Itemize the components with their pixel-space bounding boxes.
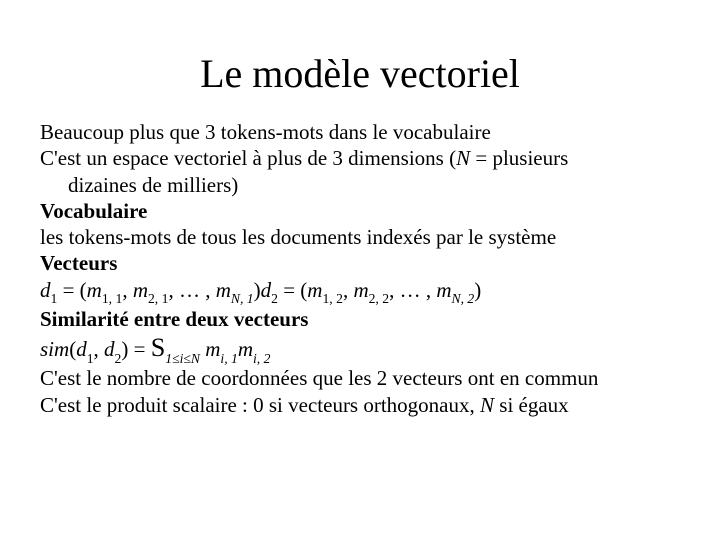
- var-d: d: [40, 278, 51, 302]
- sub: 1, 2: [322, 291, 342, 306]
- var-m: m: [238, 337, 253, 361]
- line-intro-1: Beaucoup plus que 3 tokens-mots dans le …: [40, 119, 680, 145]
- line-intro-2: C'est un espace vectoriel à plus de 3 di…: [40, 145, 680, 171]
- var-m: m: [353, 278, 368, 302]
- var-m: m: [307, 278, 322, 302]
- slide-title: Le modèle vectoriel: [40, 50, 680, 97]
- var-N: N: [456, 146, 470, 170]
- slide: Le modèle vectoriel Beaucoup plus que 3 …: [0, 0, 720, 540]
- sub: 1, 1: [102, 291, 122, 306]
- text: = (: [57, 278, 86, 302]
- slide-body: Beaucoup plus que 3 tokens-mots dans le …: [40, 119, 680, 418]
- text: ): [121, 337, 128, 361]
- similarity-header: Similarité entre deux vecteurs: [40, 306, 680, 332]
- text: C'est le produit scalaire : 0 si vecteur…: [40, 393, 480, 417]
- text: ,: [94, 337, 105, 361]
- text: , … ,: [389, 278, 436, 302]
- var-m: m: [205, 337, 220, 361]
- sub: 1: [87, 351, 94, 366]
- text: = plusieurs: [470, 146, 568, 170]
- text: si égaux: [494, 393, 569, 417]
- var-m: m: [436, 278, 451, 302]
- conclusion-1: C'est le nombre de coordonnées que les 2…: [40, 365, 680, 391]
- text: ,: [122, 278, 133, 302]
- var-m: m: [133, 278, 148, 302]
- text: C'est un espace vectoriel à plus de 3 di…: [40, 146, 456, 170]
- var-m: m: [216, 278, 231, 302]
- text: , … ,: [168, 278, 215, 302]
- sub: 1: [51, 291, 58, 306]
- sub: 2, 2: [369, 291, 389, 306]
- vectors-line: d1 = (m1, 1, m2, 1, … , mN, 1)d2 = (m1, …: [40, 277, 680, 306]
- line-intro-2b: dizaines de milliers): [40, 172, 680, 198]
- var-d: d: [261, 278, 272, 302]
- sub: 2, 1: [148, 291, 168, 306]
- similarity-formula: sim(d1, d2) = ( = S1≤i≤N mi, 1mi, 2: [40, 332, 680, 365]
- var-d: d: [104, 337, 115, 361]
- sub: N, 1: [231, 291, 254, 306]
- text: ): [474, 278, 481, 302]
- sub: N, 2: [452, 291, 475, 306]
- var-N: N: [480, 393, 494, 417]
- var-m: m: [87, 278, 102, 302]
- conclusion-2: C'est le produit scalaire : 0 si vecteur…: [40, 392, 680, 418]
- sum-bounds: 1≤i≤N: [165, 351, 200, 366]
- sub: i, 1: [220, 351, 237, 366]
- text: ): [254, 278, 261, 302]
- vocab-label: Vocabulaire: [40, 198, 680, 224]
- sim-label: sim: [40, 337, 69, 361]
- text: ,: [343, 278, 354, 302]
- sigma-icon: S: [151, 333, 166, 362]
- vocab-text: les tokens-mots de tous les documents in…: [40, 224, 680, 250]
- var-d: d: [76, 337, 87, 361]
- sub: i, 2: [253, 351, 270, 366]
- sub: 2: [271, 291, 278, 306]
- text: = (: [278, 278, 307, 302]
- vect-label: Vecteurs: [40, 250, 680, 276]
- sub: 2: [115, 351, 122, 366]
